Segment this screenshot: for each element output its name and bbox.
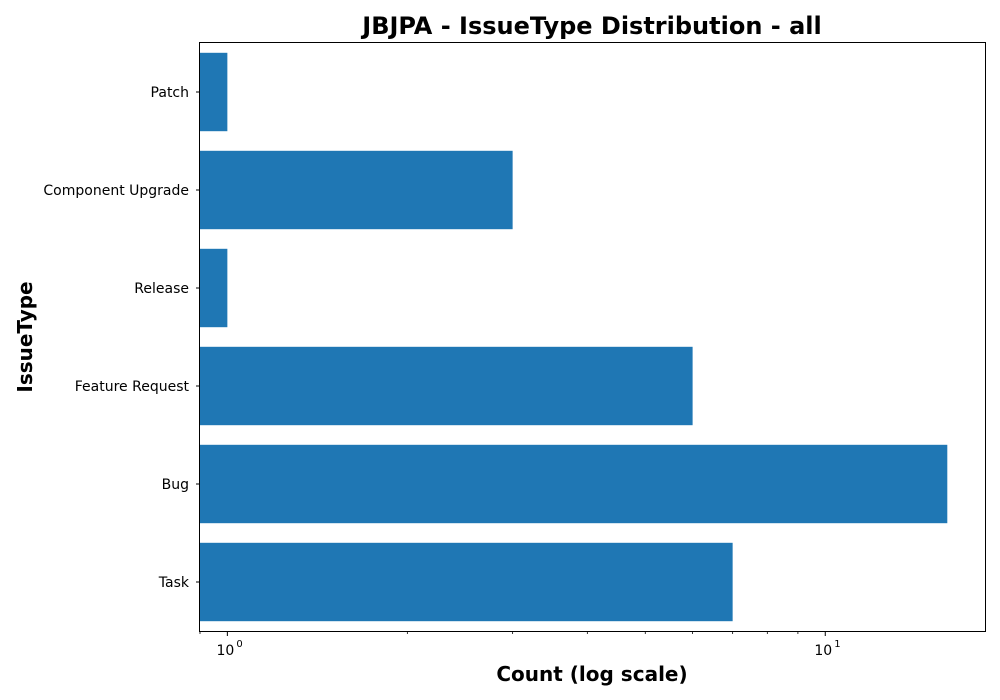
y-axis-ticks: Task Bug Feature Request Release Component U… [43,85,200,591]
y-tick-label-task: Task [158,575,190,591]
y-tick-label-feature-request: Feature Request [75,379,190,395]
x-axis-ticks: 10 0 10 1 [199,631,841,659]
y-tick-label-component-upgrade: Component Upgrade [43,183,189,199]
x-tick-exponent-0: 0 [236,639,242,650]
bar-bug [200,444,948,524]
bars-group [200,52,948,622]
plot-area-frame [199,42,986,632]
x-axis-label: Count (log scale) [496,662,687,686]
bar-task [200,542,733,622]
x-tick-exponent-1: 1 [834,639,840,650]
bar-release [200,248,228,328]
bar-component-upgrade [200,150,513,230]
chart-title: JBJPA - IssueType Distribution - all [360,12,821,40]
y-tick-label-patch: Patch [151,85,189,101]
x-tick-label-1: 10 [814,643,832,659]
x-tick-label-0: 10 [216,643,234,659]
bar-feature-request [200,346,693,426]
y-axis-label: IssueType [13,281,37,392]
bar-patch [200,52,228,132]
y-tick-label-release: Release [134,281,189,297]
y-tick-label-bug: Bug [162,477,189,493]
